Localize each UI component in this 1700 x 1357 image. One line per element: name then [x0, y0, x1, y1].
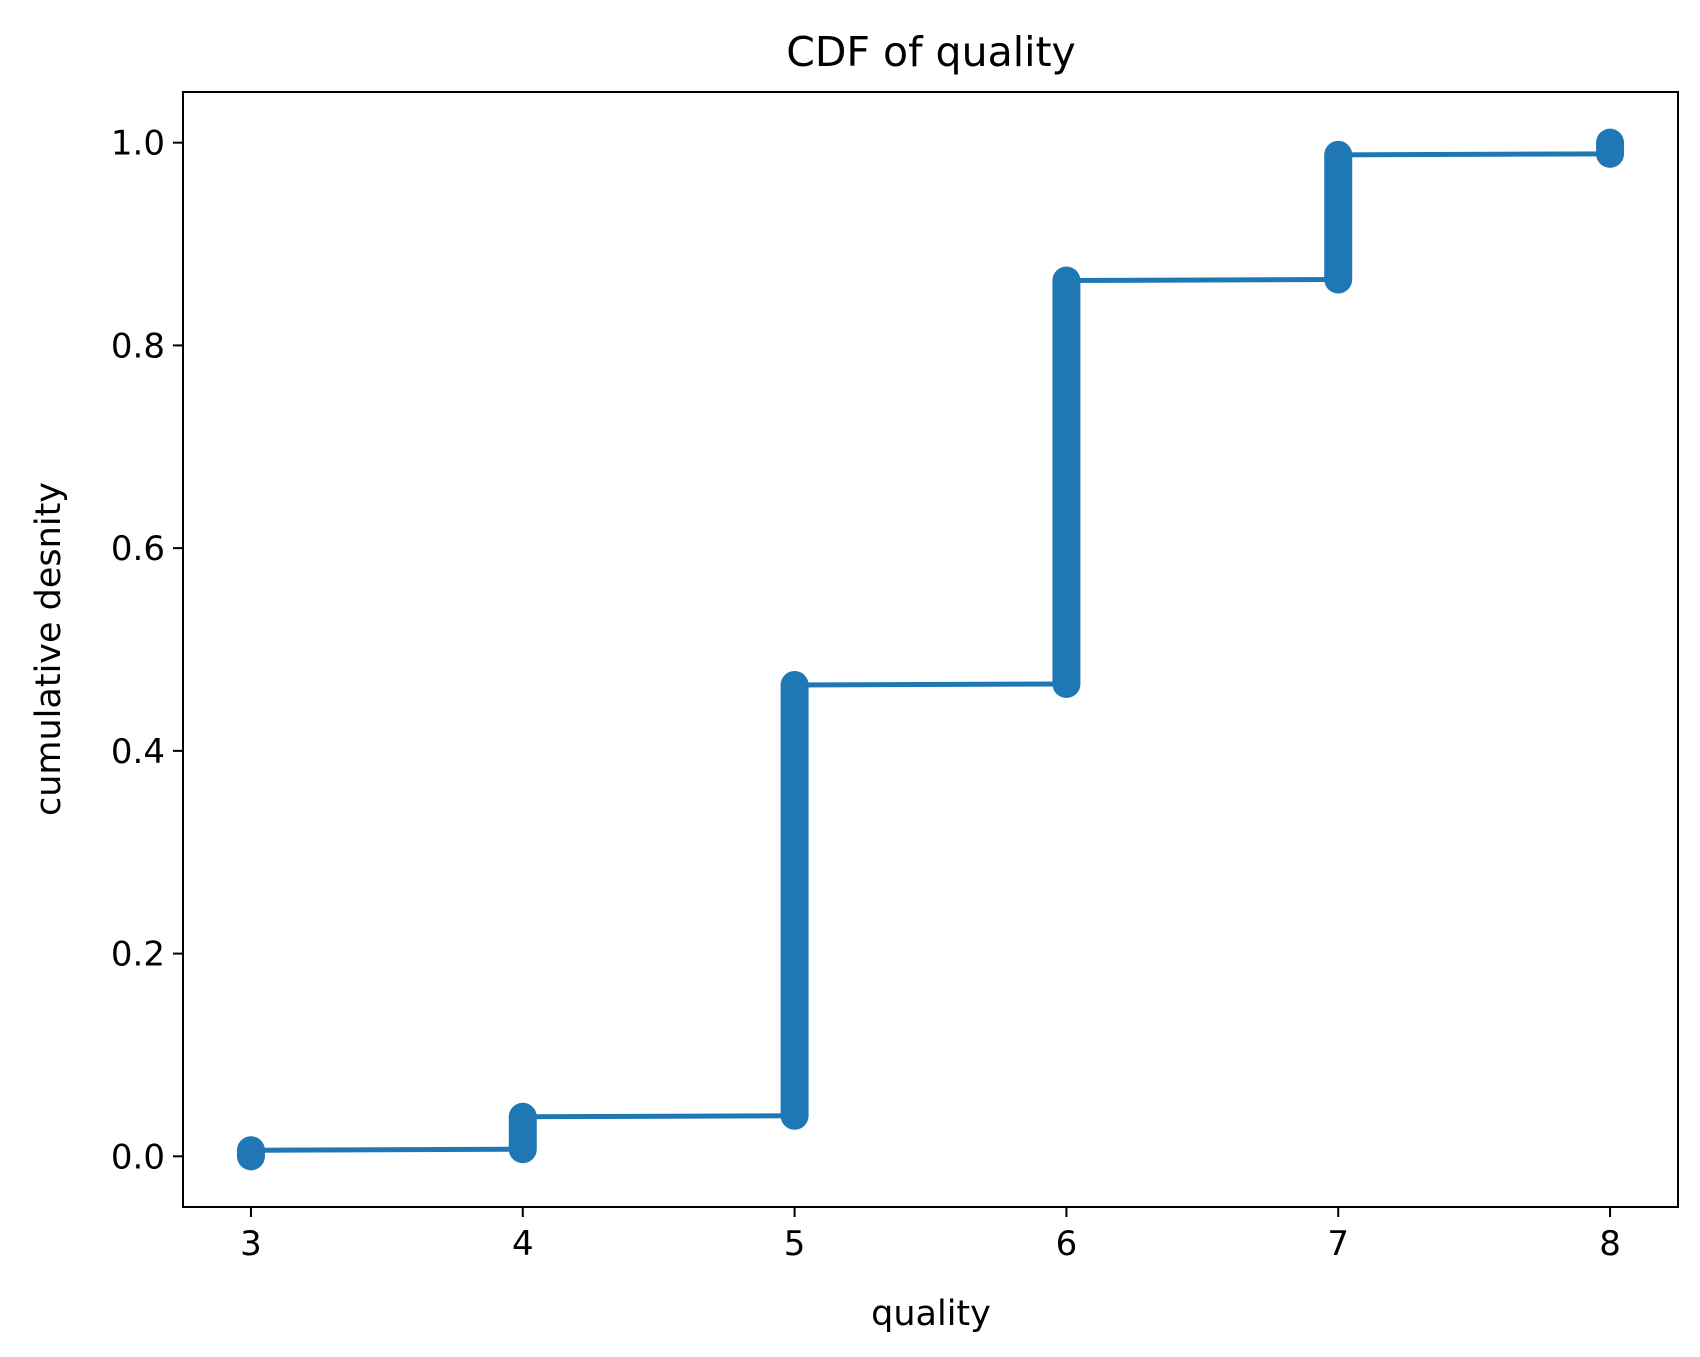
plot-frame — [182, 91, 1679, 1208]
x-axis: 3 4 5 6 7 8 — [240, 1207, 1621, 1264]
x-tick-label: 6 — [1056, 1224, 1078, 1264]
y-axis-label: cumulative desnity — [29, 482, 69, 816]
x-axis-label: quality — [871, 1294, 991, 1334]
y-tick-label: 0.6 — [111, 529, 165, 569]
x-tick-label: 3 — [240, 1224, 262, 1264]
x-tick-label: 8 — [1599, 1224, 1621, 1264]
cdf-connector-line — [522, 1113, 795, 1120]
x-tick-label: 5 — [784, 1224, 806, 1264]
y-tick-label: 0.0 — [111, 1137, 165, 1177]
y-tick-label: 0.4 — [111, 732, 165, 772]
x-tick-label: 7 — [1327, 1224, 1349, 1264]
cdf-connector-line — [1066, 277, 1339, 284]
cdf-connector-line — [250, 1146, 523, 1153]
y-tick-label: 0.2 — [111, 935, 165, 975]
y-axis: 0.0 0.2 0.4 0.6 0.8 1.0 — [111, 124, 183, 1177]
plot-area — [236, 128, 1625, 1171]
cdf-connector-line — [1338, 151, 1611, 158]
y-tick-label: 1.0 — [111, 124, 165, 164]
x-tick-label: 4 — [512, 1224, 534, 1264]
chart-title: CDF of quality — [786, 28, 1076, 76]
cdf-connector-line — [794, 681, 1067, 688]
y-tick-label: 0.8 — [111, 326, 165, 366]
